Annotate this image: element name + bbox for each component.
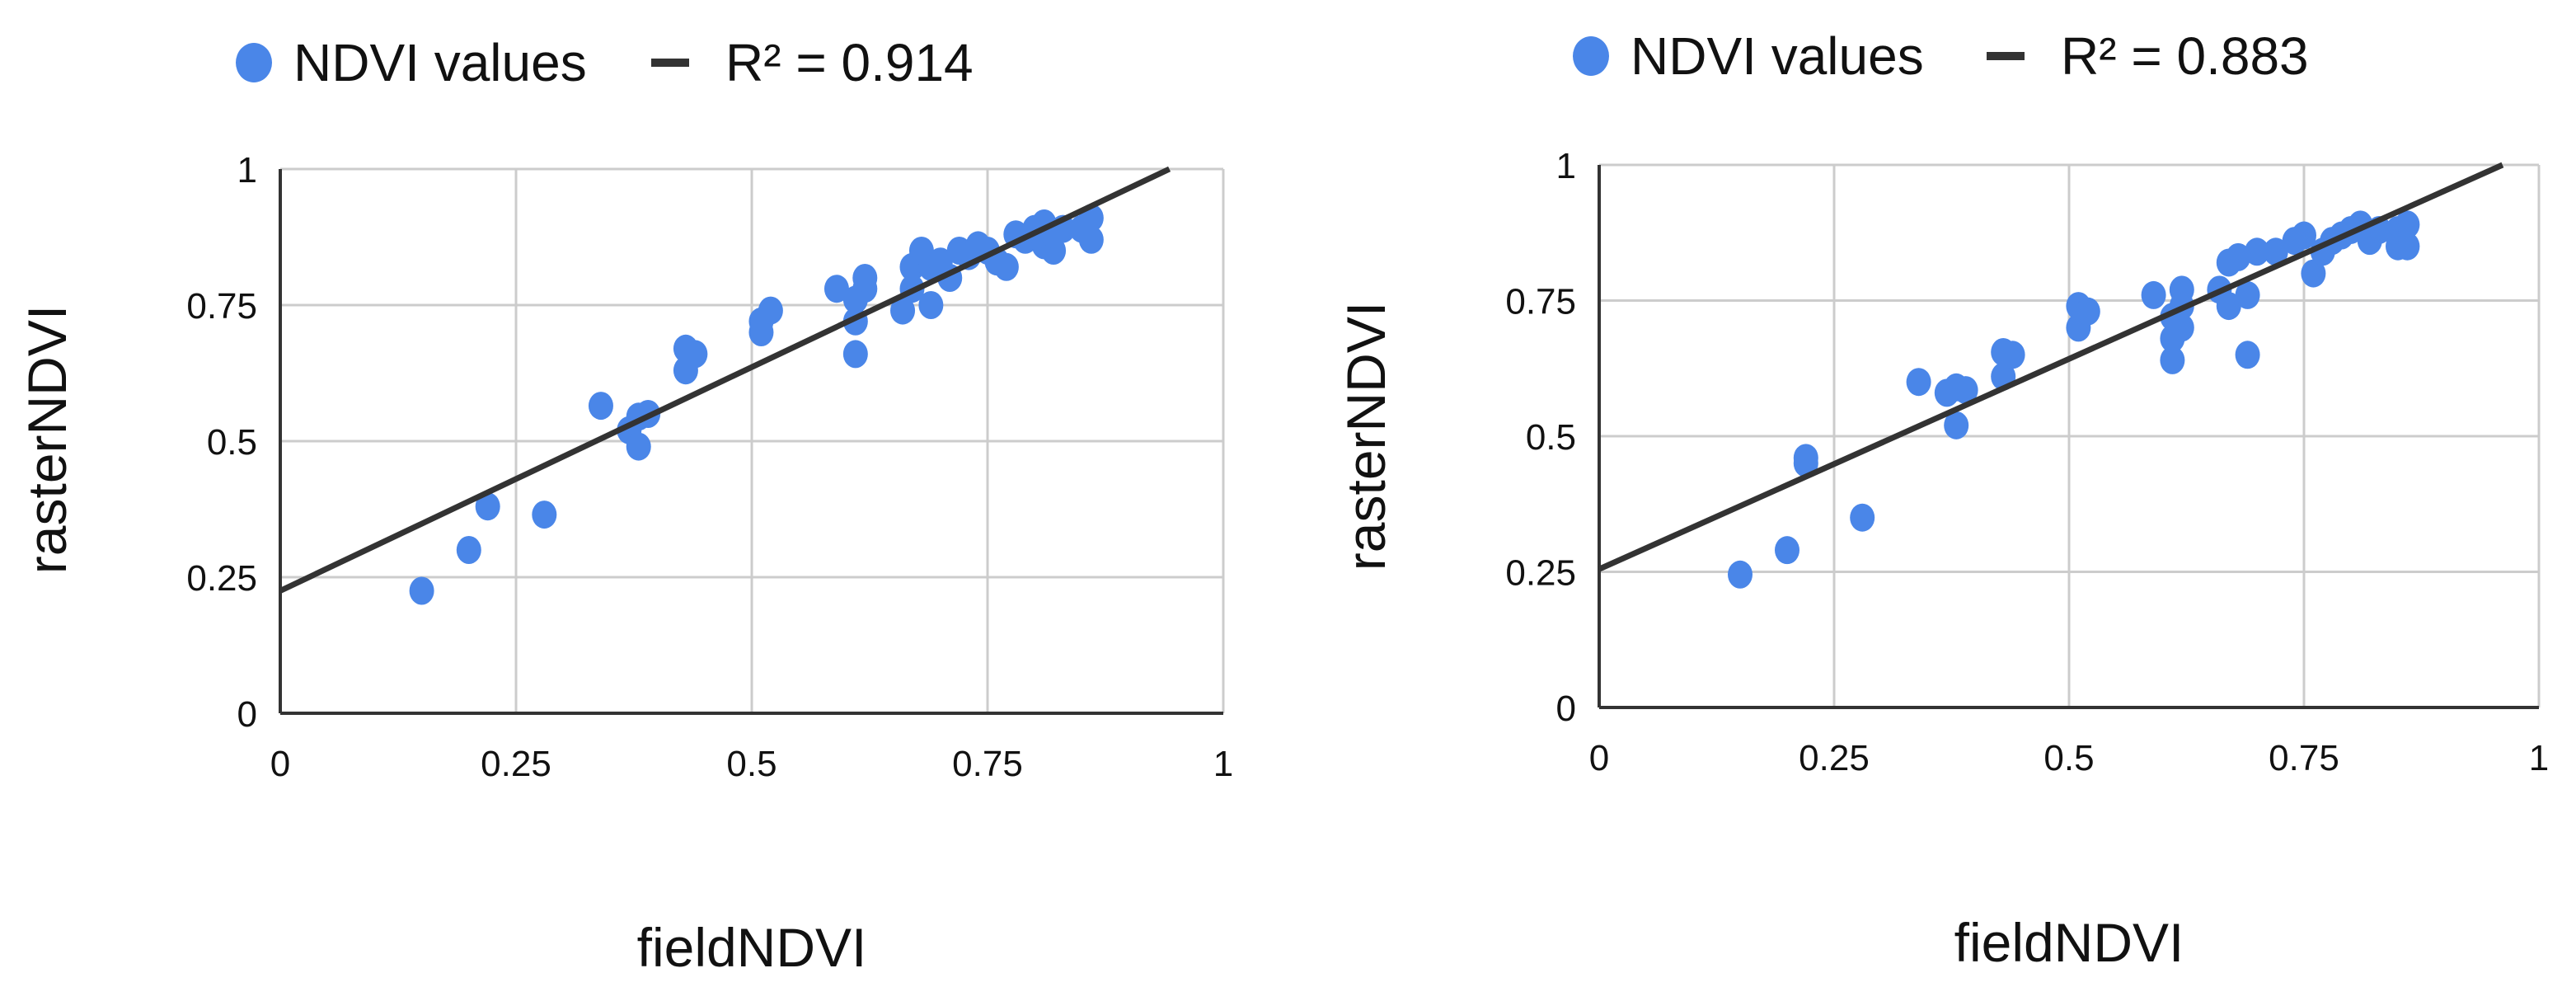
y-axis-title: rasterNDVI <box>1335 302 1396 571</box>
data-point <box>2169 275 2194 304</box>
data-point <box>1953 376 1978 405</box>
x-tick-label: 1 <box>1213 744 1233 784</box>
data-point <box>532 501 557 529</box>
data-point <box>1078 225 1104 254</box>
data-point <box>1906 368 1931 397</box>
data-point <box>2216 292 2241 321</box>
data-point <box>1850 503 1875 532</box>
y-tick-label: 1 <box>237 150 257 190</box>
data-point <box>2292 221 2316 250</box>
data-point <box>918 291 944 319</box>
data-point <box>2235 341 2260 369</box>
data-point <box>588 392 613 421</box>
legend-points-label: NDVI values <box>293 33 587 92</box>
data-point <box>2395 210 2420 239</box>
data-point <box>626 432 651 461</box>
trendline <box>279 166 1171 594</box>
x-tick-label: 0.5 <box>2043 738 2094 778</box>
data-point <box>2141 280 2166 309</box>
data-point <box>1793 444 1818 472</box>
data-point <box>1728 560 1753 589</box>
x-tick-label: 0.5 <box>726 744 777 784</box>
data-point <box>1775 536 1799 565</box>
y-tick-label: 0.75 <box>1505 282 1576 322</box>
data-point <box>683 340 708 369</box>
data-point <box>2301 259 2326 288</box>
y-tick-label: 0.5 <box>207 422 257 463</box>
x-tick-label: 0 <box>1589 738 1609 778</box>
data-point <box>475 492 500 521</box>
data-point <box>2169 313 2194 342</box>
legend-points-label: NDVI values <box>1631 26 1924 86</box>
trendline <box>1598 162 2504 572</box>
y-tick-label: 0 <box>237 694 257 735</box>
x-tick-label: 0.25 <box>481 744 551 784</box>
x-tick-label: 0.75 <box>2269 738 2339 778</box>
data-point <box>2160 345 2185 374</box>
x-tick-label: 0.25 <box>1799 738 1870 778</box>
data-point <box>842 340 868 369</box>
data-point <box>2395 232 2420 261</box>
data-point <box>2263 237 2288 266</box>
chart-right: 0 0.25 0.5 0.75 1 0 0.25 0.5 0.75 1 NDVI values R² … <box>1335 26 2549 973</box>
y-tick-label: 0.25 <box>186 558 257 599</box>
data-point <box>2000 341 2025 369</box>
data-point <box>2075 297 2100 326</box>
y-axis-title: rasterNDVI <box>16 305 77 574</box>
legend-point-marker <box>1573 36 1609 76</box>
data-point <box>409 576 434 605</box>
x-axis-title: fieldNDVI <box>1954 912 2184 973</box>
legend-trendline-label: R² = 0.914 <box>725 33 974 92</box>
chart-left: 0 0.25 0.5 0.75 1 0 0.25 0.5 0.75 1 NDVI values R² … <box>16 33 1233 978</box>
data-point <box>852 264 878 292</box>
data-point <box>993 252 1019 281</box>
data-point <box>2235 280 2260 309</box>
data-point <box>456 536 481 564</box>
data-point <box>2226 242 2251 271</box>
y-tick-label: 0 <box>1556 689 1576 729</box>
x-axis-title: fieldNDVI <box>637 917 867 978</box>
y-tick-label: 0.25 <box>1505 553 1576 594</box>
data-point <box>2245 237 2269 266</box>
y-tick-label: 1 <box>1556 146 1576 186</box>
data-point <box>758 296 783 325</box>
data-point <box>890 296 916 325</box>
x-tick-label: 1 <box>2529 738 2549 778</box>
x-tick-label: 0.75 <box>952 744 1023 784</box>
x-tick-label: 0 <box>270 744 290 784</box>
legend-point-marker <box>236 43 272 82</box>
y-tick-label: 0.5 <box>1526 417 1576 458</box>
y-tick-label: 0.75 <box>186 286 257 327</box>
data-point <box>823 275 849 303</box>
data-point <box>1944 411 1969 439</box>
legend-trendline-label: R² = 0.883 <box>2061 26 2309 86</box>
